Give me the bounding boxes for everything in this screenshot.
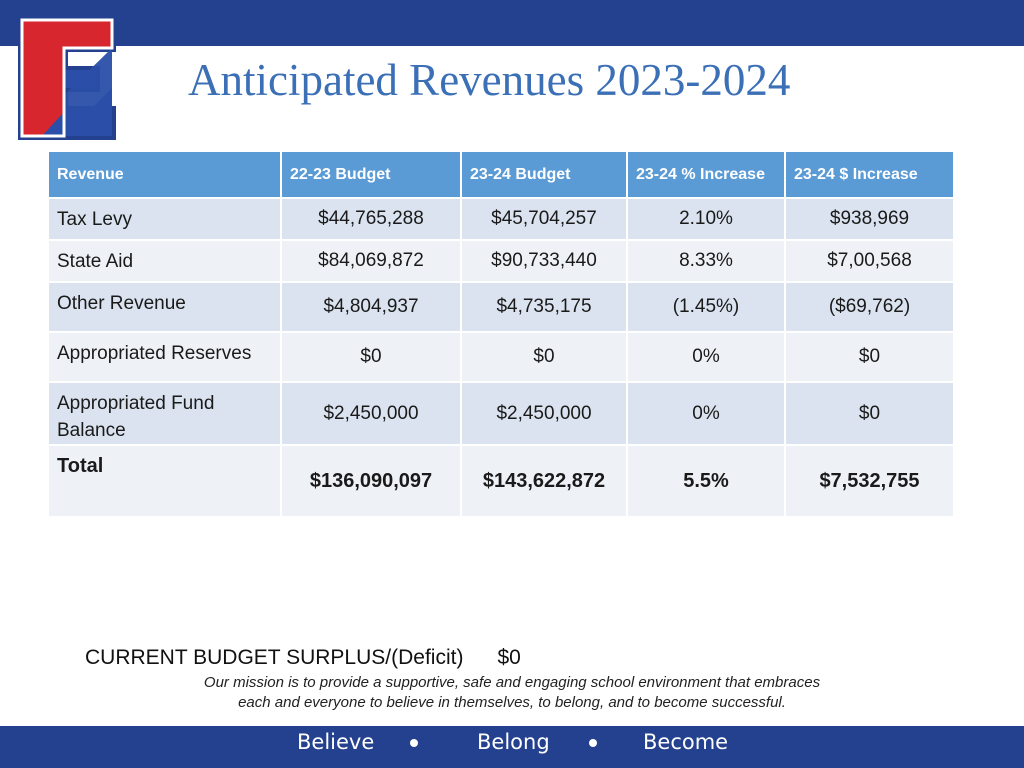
cell-pct-increase: 8.33%: [628, 241, 784, 281]
bullet-dot-icon: [589, 739, 597, 747]
total-pct-increase: 5.5%: [628, 446, 784, 516]
footer-word-belong: Belong: [477, 730, 550, 754]
footer-banner: Believe Belong Become: [0, 726, 1024, 768]
bullet-dot-icon: [410, 739, 418, 747]
mission-line-2: each and everyone to believe in themselv…: [238, 694, 786, 711]
budget-surplus: CURRENT BUDGET SURPLUS/(Deficit) $0: [85, 646, 521, 670]
column-header-revenue: Revenue: [49, 152, 280, 197]
footer-word-become: Become: [643, 730, 729, 754]
cell-23-24-budget: $0: [462, 333, 626, 381]
footer-word-believe: Believe: [297, 730, 375, 754]
table-row: Other Revenue $4,804,937 $4,735,175 (1.4…: [49, 283, 953, 331]
cell-pct-increase: 0%: [628, 383, 784, 444]
total-dollar-increase: $7,532,755: [786, 446, 953, 516]
column-header-pct-increase: 23-24 % Increase: [628, 152, 784, 197]
surplus-label: CURRENT BUDGET SURPLUS/(Deficit): [85, 646, 464, 669]
row-label: Appropriated Fund Balance: [49, 383, 280, 444]
total-23-24-budget: $143,622,872: [462, 446, 626, 516]
e-letter-logo-icon: [18, 16, 116, 140]
cell-22-23-budget: $84,069,872: [282, 241, 460, 281]
total-22-23-budget: $136,090,097: [282, 446, 460, 516]
column-header-dollar-increase: 23-24 $ Increase: [786, 152, 953, 197]
cell-dollar-increase: $7,00,568: [786, 241, 953, 281]
revenue-table: Revenue 22-23 Budget 23-24 Budget 23-24 …: [47, 150, 955, 518]
table-row: Appropriated Reserves $0 $0 0% $0: [49, 333, 953, 381]
column-header-22-23-budget: 22-23 Budget: [282, 152, 460, 197]
cell-23-24-budget: $90,733,440: [462, 241, 626, 281]
mission-line-1: Our mission is to provide a supportive, …: [203, 674, 821, 691]
row-label: Other Revenue: [49, 283, 280, 331]
table-header-row: Revenue 22-23 Budget 23-24 Budget 23-24 …: [49, 152, 953, 197]
column-header-23-24-budget: 23-24 Budget: [462, 152, 626, 197]
table-row: State Aid $84,069,872 $90,733,440 8.33% …: [49, 241, 953, 281]
cell-dollar-increase: $0: [786, 333, 953, 381]
total-row: Total $136,090,097 $143,622,872 5.5% $7,…: [49, 446, 953, 516]
cell-dollar-increase: $938,969: [786, 199, 953, 239]
table-row: Appropriated Fund Balance $2,450,000 $2,…: [49, 383, 953, 444]
top-banner: [0, 0, 1024, 46]
cell-22-23-budget: $44,765,288: [282, 199, 460, 239]
cell-23-24-budget: $4,735,175: [462, 283, 626, 331]
mission-statement: Our mission is to provide a supportive, …: [150, 673, 874, 713]
cell-dollar-increase: $0: [786, 383, 953, 444]
surplus-value: $0: [497, 646, 521, 669]
table-row: Tax Levy $44,765,288 $45,704,257 2.10% $…: [49, 199, 953, 239]
row-label: Appropriated Reserves: [49, 333, 280, 381]
cell-23-24-budget: $45,704,257: [462, 199, 626, 239]
cell-22-23-budget: $0: [282, 333, 460, 381]
row-label: Tax Levy: [49, 199, 280, 239]
cell-22-23-budget: $4,804,937: [282, 283, 460, 331]
cell-pct-increase: 0%: [628, 333, 784, 381]
cell-23-24-budget: $2,450,000: [462, 383, 626, 444]
total-label: Total: [49, 446, 280, 516]
cell-22-23-budget: $2,450,000: [282, 383, 460, 444]
row-label: State Aid: [49, 241, 280, 281]
cell-pct-increase: 2.10%: [628, 199, 784, 239]
cell-dollar-increase: ($69,762): [786, 283, 953, 331]
page-title: Anticipated Revenues 2023-2024: [188, 55, 791, 105]
cell-pct-increase: (1.45%): [628, 283, 784, 331]
